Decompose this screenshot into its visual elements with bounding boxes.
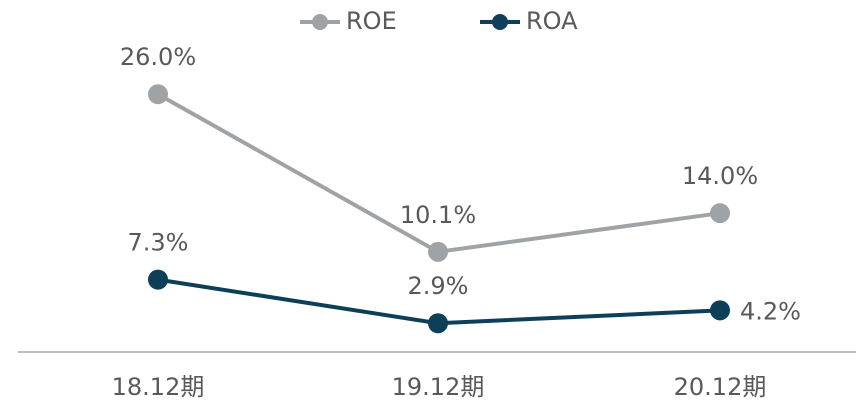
legend-marker [312,14,328,30]
data-point [710,300,730,321]
data-label: 10.1% [400,201,476,229]
data-label: 7.3% [128,229,189,257]
data-point [148,84,168,105]
x-tick-label: 18.12期 [112,373,205,401]
data-point [148,269,168,290]
data-point [428,241,448,262]
data-point [710,203,730,224]
data-label: 4.2% [740,297,801,325]
legend-label: ROA [526,7,578,35]
legend-label: ROE [346,7,397,35]
data-label: 26.0% [120,43,196,71]
data-label: 14.0% [682,162,758,190]
x-tick-label: 19.12期 [392,373,485,401]
data-label: 2.9% [408,272,469,300]
data-point [428,313,448,334]
x-tick-label: 20.12期 [674,373,767,401]
legend-marker [492,14,508,30]
